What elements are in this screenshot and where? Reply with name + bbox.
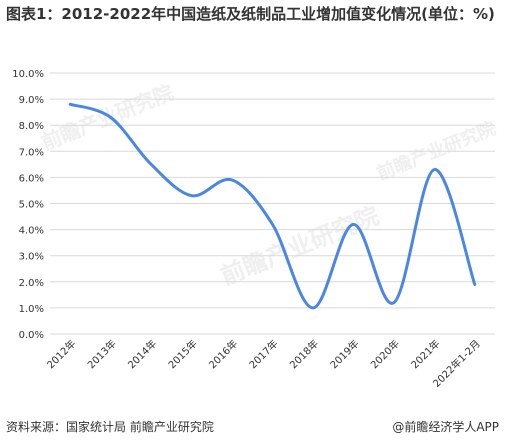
y-tick-label: 1.0% xyxy=(19,304,44,315)
x-tick-label: 2015年 xyxy=(165,337,199,371)
y-tick-label: 4.0% xyxy=(19,226,44,237)
watermark-text: 前瞻产业研究院 xyxy=(217,202,383,291)
x-tick-label: 2014年 xyxy=(125,337,159,371)
y-axis-ticks: 0.0% 1.0% 2.0% 3.0% 4.0% 5.0% 6.0% 7.0% 8.0% 9.0%… xyxy=(12,69,44,341)
y-tick-label: 10.0% xyxy=(12,69,44,80)
y-tick-label: 3.0% xyxy=(19,252,44,263)
y-tick-label: 5.0% xyxy=(19,200,44,211)
x-tick-label: 2017年 xyxy=(246,337,280,371)
x-tick-label: 2012年 xyxy=(44,337,78,371)
x-tick-label: 2013年 xyxy=(85,337,119,371)
chart-title: 图表1：2012-2022年中国造纸及纸制品工业增加值变化情况(单位：%) xyxy=(6,5,495,23)
x-tick-label: 2021年 xyxy=(408,337,442,371)
series-line xyxy=(68,102,477,310)
x-axis-ticks: 2012年 2013年 2014年 2015年 2016年 2017年 2018年 2019年… xyxy=(44,337,483,390)
x-tick-label: 2018年 xyxy=(287,337,321,371)
watermark-group: 前瞻产业研究院 前瞻产业研究院 前瞻产业研究院 xyxy=(38,80,499,291)
y-tick-label: 0.0% xyxy=(19,330,44,341)
watermark-text: 前瞻产业研究院 xyxy=(38,80,177,155)
source-note: 资料来源：国家统计局 前瞻产业研究院 xyxy=(6,420,214,434)
grid xyxy=(50,72,495,335)
y-tick-label: 8.0% xyxy=(19,121,44,132)
brand-label: @前瞻经济学人APP xyxy=(392,420,499,434)
x-tick-label: 2020年 xyxy=(368,337,402,371)
y-tick-label: 6.0% xyxy=(19,173,44,184)
x-tick-label: 2016年 xyxy=(206,337,240,371)
y-tick-label: 2.0% xyxy=(19,278,44,289)
y-tick-label: 9.0% xyxy=(19,95,44,106)
y-tick-label: 7.0% xyxy=(19,147,44,158)
x-tick-label: 2019年 xyxy=(327,337,361,371)
